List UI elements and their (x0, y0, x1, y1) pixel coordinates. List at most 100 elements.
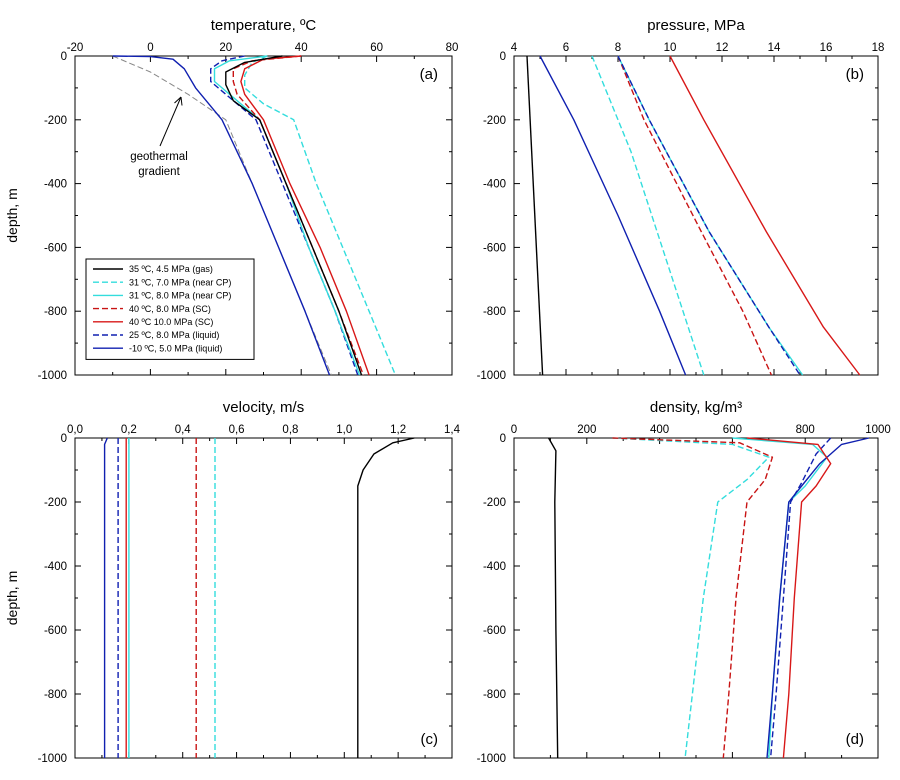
x-tick-label: 18 (872, 42, 885, 54)
series-line-sc10 (669, 55, 861, 376)
x-tick-label: -20 (67, 42, 84, 54)
x-tick-label: 12 (716, 42, 729, 54)
series-line-sc10 (240, 55, 370, 376)
legend: 35 ºC, 4.5 MPa (gas) 31 ºC, 7.0 MPa (near… (85, 258, 255, 360)
y-tick-label: -800 (44, 689, 67, 701)
x-tick-label: 1000 (865, 424, 891, 436)
x-tick-label: 8 (615, 42, 621, 54)
series-line-nearcp7 (244, 55, 397, 376)
x-tick-label: 20 (219, 42, 232, 54)
legend-label-sc8: 40 ºC, 8.0 MPa (SC) (129, 304, 211, 314)
x-tick-label: 1,0 (336, 424, 352, 436)
y-tick-label: -800 (483, 689, 506, 701)
x-tick-label: 80 (446, 42, 459, 54)
series-line-nearcp7 (591, 55, 705, 376)
x-tick-label: 600 (723, 424, 742, 436)
legend-label-sc10: 40 ºC 10.0 MPa (SC) (129, 317, 213, 327)
series-line-gas (225, 55, 363, 376)
series-line-nearcp7 (612, 437, 770, 759)
panel-2: 4 6 8 10 12 14 16 18 0 -200 -400 -600 -800 -1000 press… (477, 17, 885, 382)
y-tick-label: -400 (44, 561, 67, 573)
x-tick-label: 14 (768, 42, 781, 54)
x-tick-label: 10 (664, 42, 677, 54)
y-axis-label: depth, m (4, 571, 20, 625)
panel-1: -20 0 20 40 60 800-200-400-600-800-1000temper… (4, 17, 458, 382)
series-line-gas (357, 437, 415, 758)
y-tick-label: -400 (483, 179, 506, 191)
x-tick-label: 400 (650, 424, 669, 436)
annotation-arrow-head (174, 96, 183, 106)
y-tick-label: -800 (483, 306, 506, 318)
panel-title: temperature, ºC (211, 17, 317, 34)
x-tick-label: 1,2 (390, 424, 406, 436)
series-line-liquid25 (617, 55, 801, 376)
y-tick-label: -1000 (477, 753, 506, 765)
series-line-liquid_10 (766, 437, 870, 759)
y-tick-label: -400 (44, 179, 67, 191)
y-tick-label: -400 (483, 561, 506, 573)
y-tick-label: -200 (483, 115, 506, 127)
x-tick-label: 0,8 (282, 424, 298, 436)
series-line-nearcp8 (617, 55, 804, 376)
y-tick-label: 0 (61, 433, 67, 445)
plot-frame (74, 437, 453, 759)
y-tick-label: -1000 (477, 370, 506, 382)
x-tick-label: 40 (295, 42, 308, 54)
legend-label-gas: 35 ºC, 4.5 MPa (gas) (129, 264, 213, 274)
legend-label-nearcp7: 31 ºC, 7.0 MPa (near CP) (129, 277, 231, 287)
y-tick-label: 0 (500, 433, 506, 445)
series-line-sc8 (612, 437, 774, 759)
panel-title: density, kg/m³ (650, 399, 742, 416)
panel-label: (d) (846, 731, 864, 748)
series-line-gas (547, 437, 559, 759)
y-tick-label: -600 (44, 625, 67, 637)
y-tick-label: -1000 (38, 753, 67, 765)
series-line-gas (526, 55, 544, 376)
y-tick-label: -600 (483, 242, 506, 254)
legend-label-liquid25: 25 ºC, 8.0 MPa (liquid) (129, 330, 219, 340)
legend-label-liquid_10: -10 ºC, 5.0 MPa (liquid) (129, 343, 222, 353)
y-tick-label: -200 (483, 497, 506, 509)
x-tick-label: 4 (511, 42, 518, 54)
y-tick-label: 0 (500, 51, 506, 63)
panel-4: 0 200 400 600 800 1000 0 -200 -400 -600 -800 -1000 d… (477, 399, 891, 765)
x-tick-label: 0,4 (175, 424, 192, 436)
y-tick-label: -200 (44, 115, 67, 127)
plot-frame (513, 437, 879, 759)
x-tick-label: 6 (563, 42, 569, 54)
annotation-line-2: gradient (138, 166, 180, 178)
panel-title: velocity, m/s (223, 399, 304, 416)
y-tick-label: -1000 (38, 370, 67, 382)
y-tick-label: -600 (483, 625, 506, 637)
panel-title: pressure, MPa (647, 17, 745, 34)
y-tick-label: -800 (44, 306, 67, 318)
series-line-sc8 (617, 55, 773, 376)
annotation-arrow-shaft (159, 96, 182, 147)
x-tick-label: 1,4 (444, 424, 461, 436)
x-tick-label: 0,0 (67, 424, 83, 436)
y-axis-label: depth, m (4, 188, 20, 242)
panel-label: (a) (420, 66, 438, 83)
x-tick-label: 0,2 (121, 424, 137, 436)
annotation-line-1: geothermal (130, 151, 188, 163)
x-tick-label: 60 (370, 42, 383, 54)
x-tick-label: 0 (147, 42, 153, 54)
series-line-liquid25 (769, 437, 832, 759)
x-tick-label: 800 (796, 424, 815, 436)
x-tick-label: 0,6 (229, 424, 245, 436)
y-tick-label: -200 (44, 497, 67, 509)
panel-label: (c) (421, 731, 439, 748)
x-tick-label: 200 (577, 424, 596, 436)
y-tick-label: 0 (61, 51, 67, 63)
legend-label-nearcp8: 31 ºC, 8.0 MPa (near CP) (129, 291, 231, 301)
series-line-liquid_10 (112, 55, 331, 376)
y-tick-label: -600 (44, 242, 67, 254)
panel-label: (b) (846, 66, 864, 83)
x-tick-label: 0 (511, 424, 517, 436)
series-line-sc10 (746, 437, 832, 759)
panel-3: 0,0 0,2 0,4 0,6 0,8 1,0 1,2 1,4 0 -200 -400 -600 -80… (4, 399, 461, 765)
x-tick-label: 16 (820, 42, 833, 54)
series-line-liquid_10 (103, 437, 108, 758)
series-line-liquid_10 (539, 55, 687, 376)
